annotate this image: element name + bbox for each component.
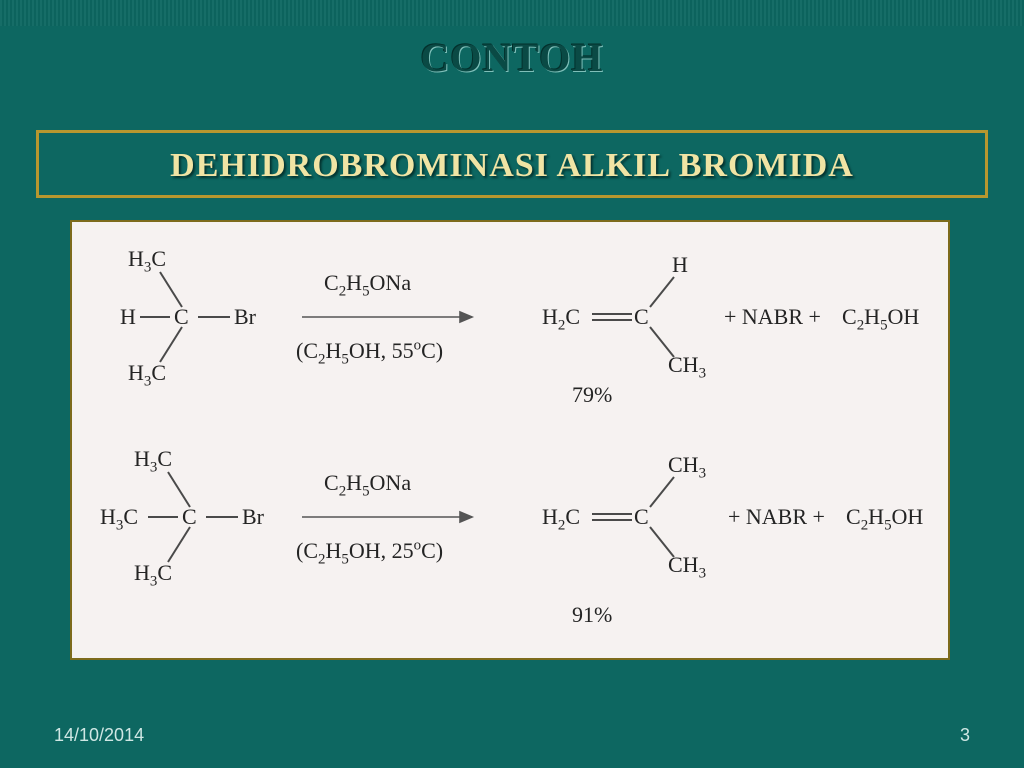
slide: CONTOH DEHIDROBROMINASI ALKIL BROMIDA <box>0 0 1024 768</box>
r1-prod-c: C <box>634 304 649 330</box>
r2-prod-ch3t: CH3 <box>668 452 706 478</box>
footer-page-number: 3 <box>960 725 970 746</box>
r2-left-h3c: H3C <box>100 504 138 530</box>
r1-yield: 79% <box>572 382 612 408</box>
r2-left-bot: H3C <box>134 560 172 586</box>
r2-prod-ch3b: CH3 <box>668 552 706 578</box>
r1-byprod: C2H5OH <box>842 304 919 330</box>
header-texture <box>0 0 1024 26</box>
r1-prod-h2c: H2C <box>542 304 580 330</box>
r2-plus: + NABR + <box>728 504 825 530</box>
r1-reagent-top: C2H5ONa <box>324 270 411 296</box>
r2-prod-h2c: H2C <box>542 504 580 530</box>
r2-reagent-top: C2H5ONa <box>324 470 411 496</box>
footer: 14/10/2014 3 <box>0 716 1024 746</box>
subtitle-frame: DEHIDROBROMINASI ALKIL BROMIDA <box>36 130 988 198</box>
r2-left-c: C <box>182 504 197 530</box>
r2-yield: 91% <box>572 602 612 628</box>
slide-subtitle: DEHIDROBROMINASI ALKIL BROMIDA <box>47 147 977 185</box>
r2-left-br: Br <box>242 504 264 530</box>
r1-plus: + NABR + <box>724 304 821 330</box>
bond-lines <box>72 222 952 662</box>
r1-left-h: H <box>120 304 136 330</box>
r1-reagent-bot: (C2H5OH, 55oC) <box>296 338 443 364</box>
r1-prod-h: H <box>672 252 688 278</box>
r1-prod-ch3: CH3 <box>668 352 706 378</box>
r2-byprod: C2H5OH <box>846 504 923 530</box>
r2-prod-c: C <box>634 504 649 530</box>
r1-left-br: Br <box>234 304 256 330</box>
footer-date: 14/10/2014 <box>54 725 144 746</box>
r2-left-top: H3C <box>134 446 172 472</box>
slide-title: CONTOH <box>0 34 1024 81</box>
r1-left-c: C <box>174 304 189 330</box>
r2-reagent-bot: (C2H5OH, 25oC) <box>296 538 443 564</box>
r1-left-top: H3C <box>128 246 166 272</box>
chemistry-panel: H3C H C Br H3C C2H5ONa (C2H5OH, 55oC) H … <box>70 220 950 660</box>
r1-left-bot: H3C <box>128 360 166 386</box>
